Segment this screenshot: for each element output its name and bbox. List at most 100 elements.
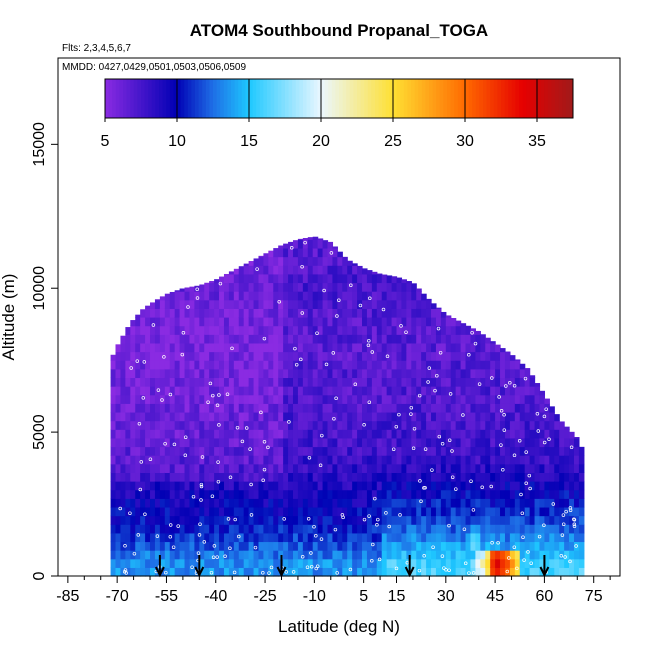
heatmap-cell: [524, 386, 531, 396]
heatmap-cell: [278, 325, 284, 335]
heatmap-cell: [189, 515, 195, 525]
heatmap-cell: [312, 247, 319, 258]
heatmap-cell: [110, 463, 117, 473]
heatmap-cell: [214, 291, 220, 301]
heatmap-cell: [204, 403, 210, 413]
heatmap-cell: [297, 524, 304, 534]
heatmap-cell: [307, 420, 314, 430]
heatmap-cell: [263, 455, 269, 465]
heatmap-cell: [371, 291, 378, 301]
heatmap-cell: [573, 437, 580, 439]
sample-point: [168, 535, 173, 539]
heatmap-cell: [223, 567, 230, 577]
heatmap-cell: [431, 403, 437, 413]
heatmap-cell: [307, 377, 314, 387]
heatmap-cell: [248, 282, 255, 292]
sample-point: [499, 443, 503, 447]
heatmap-cell: [332, 429, 338, 439]
heatmap-cell: [258, 481, 265, 491]
heatmap-cell: [273, 282, 279, 292]
heatmap-cell: [376, 472, 383, 482]
sample-point: [560, 533, 565, 537]
heatmap-cell: [342, 437, 348, 448]
heatmap-cell: [475, 567, 481, 577]
heatmap-cell: [416, 455, 422, 465]
heatmap-cell: [302, 437, 309, 448]
heatmap-cell: [455, 394, 462, 404]
heatmap-cell: [322, 481, 329, 491]
heatmap-cell: [352, 299, 358, 309]
heatmap-cell: [223, 308, 230, 318]
heatmap-cell: [327, 481, 334, 491]
heatmap-cell: [347, 532, 353, 543]
heatmap-cell: [253, 282, 260, 292]
heatmap-cell: [228, 550, 235, 560]
heatmap-cell: [396, 446, 403, 456]
heatmap-cell: [381, 351, 388, 361]
heatmap-cell: [120, 360, 126, 370]
heatmap-cell: [233, 489, 240, 499]
heatmap-cell: [278, 481, 284, 491]
heatmap-cell: [292, 299, 299, 309]
heatmap-cell: [406, 437, 412, 448]
heatmap-cell: [376, 498, 383, 508]
heatmap-cell: [174, 290, 181, 292]
heatmap-cell: [366, 308, 373, 318]
heatmap-cell: [154, 299, 161, 301]
heatmap-cell: [283, 498, 289, 508]
heatmap-cell: [485, 446, 491, 456]
heatmap-cell: [529, 541, 536, 551]
heatmap-cell: [485, 403, 491, 413]
heatmap-cell: [214, 498, 220, 508]
heatmap-cell: [125, 437, 131, 448]
heatmap-cell: [386, 317, 393, 327]
heatmap-cell: [470, 541, 476, 551]
heatmap-cell: [194, 351, 200, 361]
heatmap-cell: [268, 299, 274, 309]
heatmap-cell: [179, 524, 186, 534]
heatmap-cell: [490, 567, 496, 577]
heatmap-cell: [317, 291, 324, 301]
heatmap-cell: [273, 532, 279, 543]
heatmap-cell: [258, 377, 265, 387]
heatmap-cell: [204, 394, 210, 404]
heatmap-cell: [401, 360, 407, 370]
heatmap-cell: [278, 247, 284, 258]
heatmap-cell: [169, 403, 176, 413]
heatmap-cell: [485, 455, 491, 465]
heatmap-cell: [307, 265, 314, 275]
heatmap-cell: [426, 472, 432, 482]
sample-point: [318, 463, 323, 468]
heatmap-cell: [130, 524, 136, 534]
heatmap-cell: [120, 368, 126, 379]
heatmap-cell: [307, 411, 314, 422]
heatmap-cell: [223, 411, 230, 422]
heatmap-cell: [228, 567, 235, 577]
sample-point: [164, 570, 168, 575]
heatmap-cell: [307, 403, 314, 413]
heatmap-cell: [174, 411, 181, 422]
heatmap-cell: [164, 429, 171, 439]
heatmap-cell: [288, 532, 294, 543]
heatmap-cell: [317, 429, 324, 439]
heatmap-cell: [273, 248, 279, 258]
heatmap-cell: [465, 472, 472, 482]
heatmap-cell: [573, 506, 580, 517]
heatmap-cell: [490, 351, 496, 361]
heatmap-cell: [297, 515, 304, 525]
heatmap-cell: [322, 524, 329, 534]
heatmap-cell: [243, 317, 250, 327]
heatmap-cell: [406, 334, 412, 344]
heatmap-cell: [179, 489, 186, 499]
heatmap-cell: [204, 429, 210, 439]
heatmap-cell: [386, 550, 393, 560]
colorbar-segment: [407, 79, 412, 118]
heatmap-cell: [460, 446, 467, 456]
heatmap-cell: [292, 463, 299, 473]
sample-point: [183, 453, 188, 458]
heatmap-cell: [297, 541, 304, 551]
sample-point: [473, 341, 478, 346]
heatmap-cell: [327, 532, 334, 543]
heatmap-cell: [214, 550, 220, 560]
heatmap-cell: [253, 429, 260, 439]
